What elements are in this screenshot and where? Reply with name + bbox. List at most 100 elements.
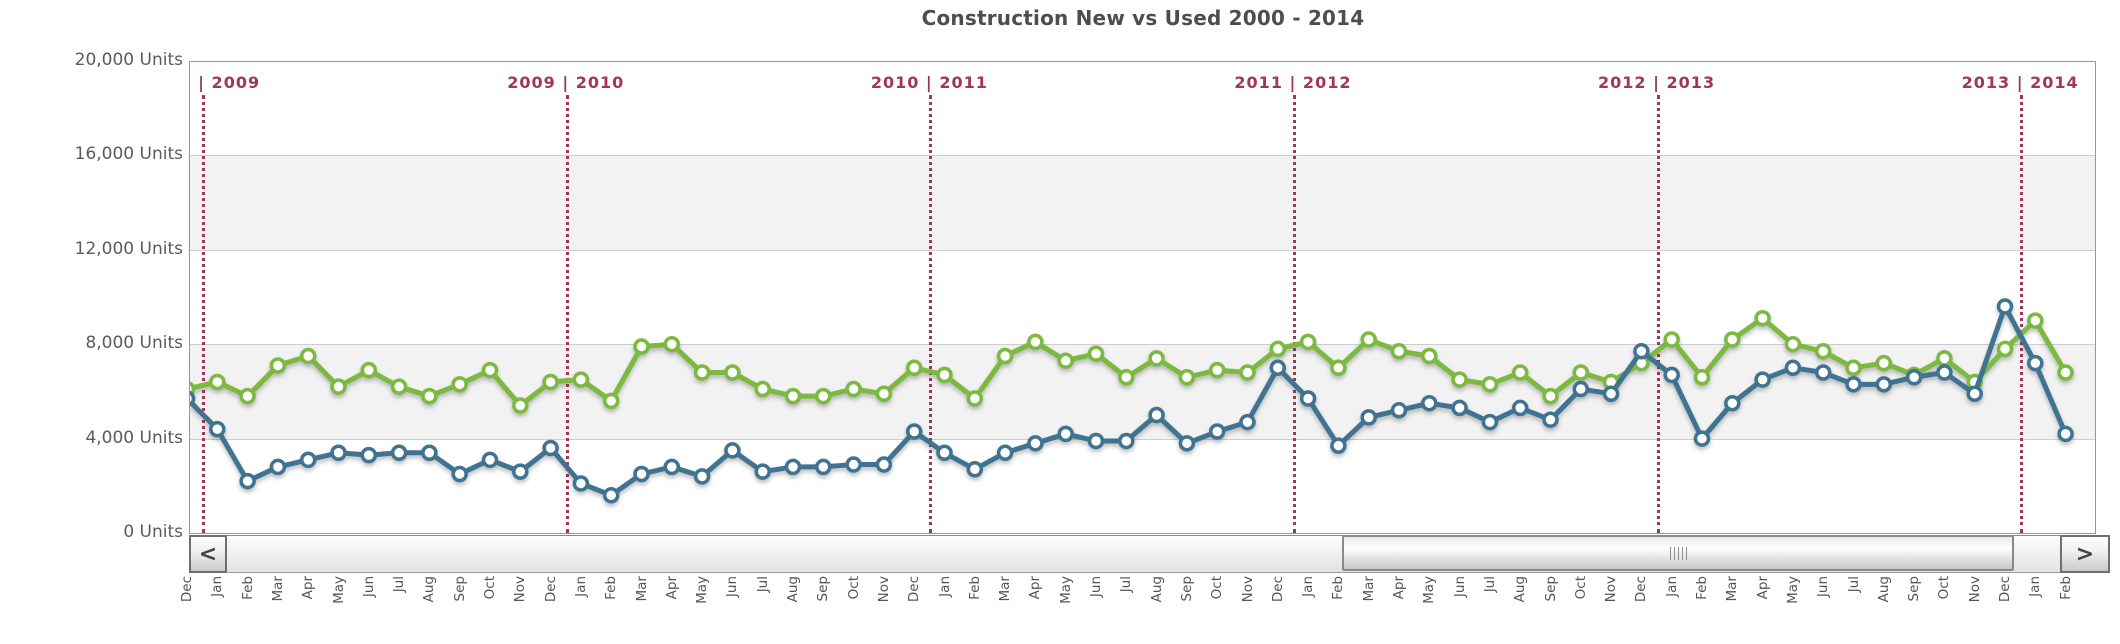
data-point-new[interactable] xyxy=(1966,385,1983,403)
data-point-new[interactable] xyxy=(239,472,256,490)
data-point-new[interactable] xyxy=(1390,402,1408,419)
data-point-new[interactable] xyxy=(1299,390,1317,407)
data-point-new[interactable] xyxy=(1208,423,1226,440)
data-point-used[interactable] xyxy=(1572,364,1590,381)
data-point-used[interactable] xyxy=(481,361,499,379)
data-point-used[interactable] xyxy=(784,387,802,405)
data-point-new[interactable] xyxy=(693,468,711,485)
data-point-new[interactable] xyxy=(1511,399,1529,417)
data-point-used[interactable] xyxy=(1299,333,1317,351)
data-point-used[interactable] xyxy=(330,378,347,395)
data-point-new[interactable] xyxy=(1724,394,1741,412)
data-point-new[interactable] xyxy=(633,465,650,483)
data-point-new[interactable] xyxy=(1845,376,1862,393)
data-point-used[interactable] xyxy=(875,385,893,403)
data-point-new[interactable] xyxy=(1905,368,1923,386)
data-point-new[interactable] xyxy=(330,444,347,462)
scroll-left-button[interactable]: < xyxy=(189,535,227,573)
scroll-right-button[interactable]: > xyxy=(2060,535,2110,573)
data-point-new[interactable] xyxy=(1057,425,1074,443)
data-point-used[interactable] xyxy=(1087,345,1105,362)
data-point-new[interactable] xyxy=(1027,435,1044,452)
data-point-used[interactable] xyxy=(1027,333,1044,351)
data-point-new[interactable] xyxy=(724,442,741,459)
data-point-used[interactable] xyxy=(1451,371,1468,388)
data-point-new[interactable] xyxy=(1269,359,1287,377)
data-point-used[interactable] xyxy=(1814,343,1832,360)
data-point-new[interactable] xyxy=(1481,413,1499,431)
data-point-used[interactable] xyxy=(1663,331,1680,348)
data-point-used[interactable] xyxy=(633,338,650,355)
data-point-used[interactable] xyxy=(1208,361,1226,379)
data-point-used[interactable] xyxy=(1481,376,1499,393)
data-point-used[interactable] xyxy=(1057,352,1074,369)
data-point-new[interactable] xyxy=(1663,366,1680,384)
data-point-used[interactable] xyxy=(1330,359,1347,377)
data-point-new[interactable] xyxy=(481,451,499,469)
data-point-new[interactable] xyxy=(209,420,226,438)
data-point-new[interactable] xyxy=(1602,385,1620,403)
x-scrollbar[interactable]: < > xyxy=(189,535,2110,573)
data-point-used[interactable] xyxy=(996,347,1014,365)
data-point-new[interactable] xyxy=(299,451,317,469)
data-point-used[interactable] xyxy=(360,361,378,379)
data-point-new[interactable] xyxy=(2027,354,2044,372)
data-point-new[interactable] xyxy=(1451,399,1468,417)
data-point-new[interactable] xyxy=(1421,394,1438,412)
data-point-used[interactable] xyxy=(1875,354,1893,372)
data-point-used[interactable] xyxy=(421,387,438,405)
data-point-new[interactable] xyxy=(512,463,529,480)
data-point-new[interactable] xyxy=(1814,364,1832,381)
data-point-used[interactable] xyxy=(572,371,590,388)
data-point-used[interactable] xyxy=(1148,350,1165,367)
data-point-new[interactable] xyxy=(1754,371,1771,388)
data-point-used[interactable] xyxy=(390,378,408,395)
data-point-used[interactable] xyxy=(693,364,711,381)
data-point-used[interactable] xyxy=(754,380,771,398)
data-point-used[interactable] xyxy=(209,373,226,391)
data-point-used[interactable] xyxy=(815,387,832,405)
data-point-used[interactable] xyxy=(1360,331,1377,348)
data-point-new[interactable] xyxy=(1572,380,1590,398)
data-point-new[interactable] xyxy=(451,465,468,483)
data-point-new[interactable] xyxy=(190,390,196,407)
data-point-new[interactable] xyxy=(421,444,438,462)
data-point-used[interactable] xyxy=(1724,331,1741,348)
data-point-used[interactable] xyxy=(936,366,953,384)
data-point-new[interactable] xyxy=(1178,435,1196,452)
data-point-new[interactable] xyxy=(1633,343,1650,360)
data-point-new[interactable] xyxy=(1996,298,2014,315)
data-point-used[interactable] xyxy=(542,373,559,391)
data-point-new[interactable] xyxy=(602,486,620,504)
data-point-used[interactable] xyxy=(966,390,984,407)
data-point-used[interactable] xyxy=(2057,364,2074,381)
data-point-new[interactable] xyxy=(2057,425,2074,443)
data-point-new[interactable] xyxy=(1360,409,1377,426)
data-point-new[interactable] xyxy=(815,458,832,476)
data-point-new[interactable] xyxy=(1239,413,1256,431)
data-point-new[interactable] xyxy=(360,446,378,464)
data-point-used[interactable] xyxy=(239,387,256,405)
data-point-new[interactable] xyxy=(1087,432,1105,450)
data-point-new[interactable] xyxy=(1330,437,1347,454)
data-point-used[interactable] xyxy=(1118,368,1135,386)
data-point-new[interactable] xyxy=(1542,411,1559,428)
data-point-used[interactable] xyxy=(1996,340,2014,358)
data-point-used[interactable] xyxy=(845,380,862,398)
data-point-new[interactable] xyxy=(996,444,1014,462)
data-point-used[interactable] xyxy=(1693,368,1711,386)
data-point-used[interactable] xyxy=(1845,359,1862,377)
data-point-new[interactable] xyxy=(542,439,559,457)
data-point-used[interactable] xyxy=(602,392,620,410)
data-point-new[interactable] xyxy=(1148,406,1165,424)
data-point-used[interactable] xyxy=(299,347,317,365)
data-point-used[interactable] xyxy=(1178,368,1196,386)
data-point-used[interactable] xyxy=(905,359,923,377)
data-point-used[interactable] xyxy=(1239,364,1256,381)
data-point-new[interactable] xyxy=(784,458,802,476)
data-point-new[interactable] xyxy=(1118,432,1135,450)
data-point-used[interactable] xyxy=(1936,350,1953,367)
data-point-new[interactable] xyxy=(1936,364,1953,381)
scrollbar-thumb[interactable] xyxy=(1342,535,2014,571)
data-point-new[interactable] xyxy=(1784,359,1802,377)
